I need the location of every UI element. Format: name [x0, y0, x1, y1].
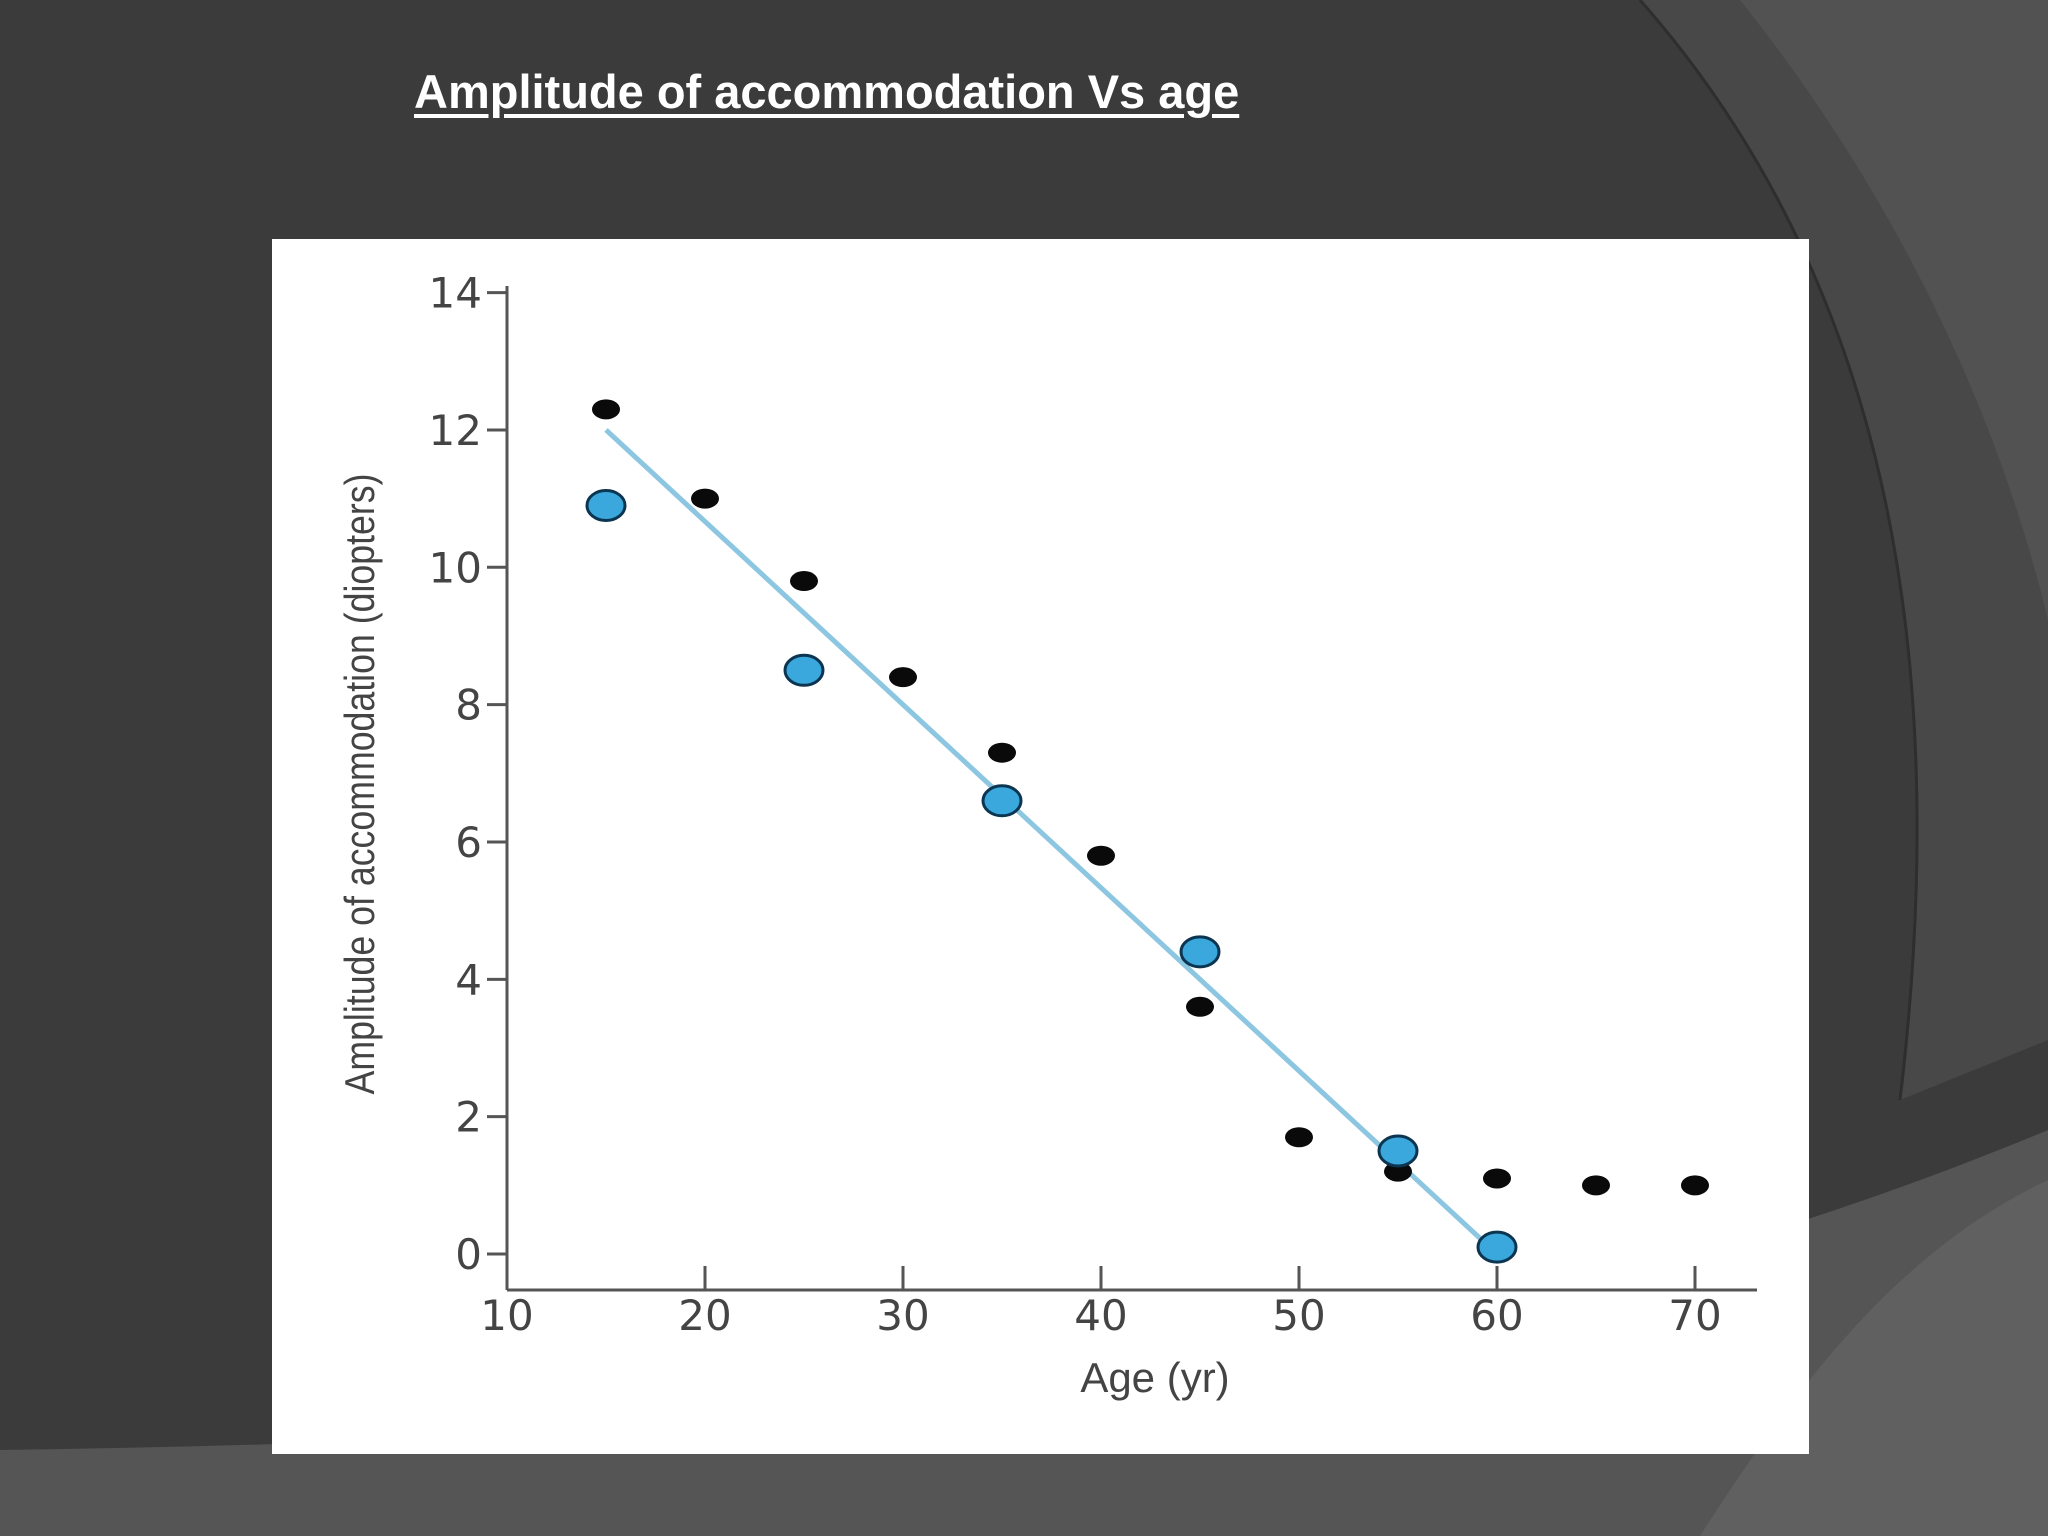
- y-tick-label: 4: [455, 955, 482, 1004]
- blue-data-point: [783, 653, 825, 687]
- x-tick-label: 20: [678, 1291, 731, 1340]
- black-data-point: [592, 399, 620, 420]
- y-tick-label: 8: [455, 681, 482, 730]
- black-data-point: [1186, 996, 1214, 1017]
- x-axis-label: Age (yr): [1080, 1354, 1229, 1401]
- black-data-point: [790, 571, 818, 592]
- x-tick-label: 30: [876, 1291, 929, 1340]
- y-axis-label: Amplitude of accommodation (diopters): [337, 474, 383, 1095]
- x-tick-label: 70: [1668, 1291, 1721, 1340]
- black-data-point: [1483, 1168, 1511, 1189]
- x-tick-label: 40: [1074, 1291, 1127, 1340]
- slide-title: Amplitude of accommodation Vs age: [414, 65, 1240, 118]
- black-data-point: [889, 667, 917, 688]
- blue-data-point: [1377, 1134, 1419, 1168]
- blue-data-point: [981, 784, 1023, 818]
- y-tick-label: 12: [429, 406, 482, 455]
- y-tick-label: 10: [429, 543, 482, 592]
- chart-panel: [272, 239, 1809, 1454]
- x-tick-label: 60: [1470, 1291, 1523, 1340]
- black-data-point: [1582, 1175, 1610, 1196]
- black-data-point: [1681, 1175, 1709, 1196]
- blue-data-point: [1179, 935, 1221, 969]
- black-data-point: [988, 742, 1016, 763]
- black-data-point: [691, 488, 719, 509]
- y-tick-label: 2: [455, 1093, 482, 1142]
- black-data-point: [1384, 1161, 1412, 1182]
- x-tick-label: 50: [1272, 1291, 1325, 1340]
- y-tick-label: 0: [455, 1230, 482, 1279]
- blue-data-point: [585, 488, 627, 522]
- y-tick-label: 14: [429, 269, 482, 318]
- black-data-point: [1285, 1127, 1313, 1148]
- blue-data-point: [1476, 1230, 1518, 1264]
- black-data-point: [1087, 845, 1115, 866]
- x-tick-label: 10: [480, 1291, 533, 1340]
- y-tick-label: 6: [455, 818, 482, 867]
- fit-line: [604, 428, 1499, 1256]
